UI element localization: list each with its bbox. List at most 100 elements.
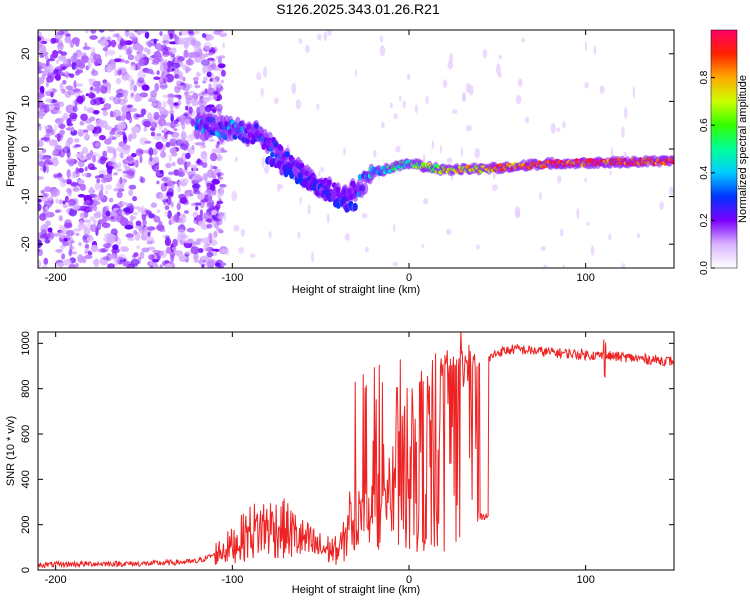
spectrogram-noise-cell bbox=[104, 125, 112, 131]
spectrogram-noise-cell bbox=[590, 245, 595, 257]
spectrogram-noise-cell bbox=[181, 214, 187, 224]
spectrogram-noise-cell bbox=[74, 138, 80, 143]
spectrogram-noise-cell bbox=[121, 210, 125, 216]
spectrogram-noise-cell bbox=[165, 162, 172, 169]
spectrogram-noise-cell bbox=[71, 37, 80, 45]
spectrogram-noise-cell bbox=[95, 142, 100, 148]
spectrogram-noise-cell bbox=[142, 219, 147, 226]
spectrogram-noise-cell bbox=[218, 55, 226, 59]
spectrogram-noise-cell bbox=[373, 149, 377, 158]
spectrogram-noise-cell bbox=[317, 33, 322, 41]
spectrogram-noise-cell bbox=[46, 164, 49, 174]
spectrogram-noise-cell bbox=[50, 37, 57, 44]
spectrogram-noise-cell bbox=[163, 201, 167, 206]
spectrogram-noise-cell bbox=[210, 64, 215, 68]
spectrogram-noise-cell bbox=[58, 230, 65, 239]
spectrogram-noise-cell bbox=[482, 49, 488, 59]
spectrogram-noise-cell bbox=[440, 144, 443, 154]
spectrogram-noise-cell bbox=[84, 166, 88, 172]
spectrogram-noise-cell bbox=[216, 200, 224, 205]
spectrogram-noise-cell bbox=[43, 257, 48, 265]
spectrogram-noise-cell bbox=[393, 223, 396, 233]
spectrogram-noise-cell bbox=[121, 149, 127, 153]
spectrogram-noise-cell bbox=[116, 191, 123, 199]
spectrogram-noise-cell bbox=[74, 64, 81, 70]
spectrogram-noise-cell bbox=[169, 33, 174, 40]
y-tick-label: 0 bbox=[20, 146, 32, 152]
spectrogram-noise-cell bbox=[207, 233, 217, 241]
colorbar-tick-label: 0.6 bbox=[699, 118, 710, 132]
spectrogram-noise-cell bbox=[54, 144, 62, 152]
spectrogram-noise-cell bbox=[204, 52, 209, 58]
y-tick-label: 800 bbox=[20, 379, 32, 397]
spectrogram-noise-cell bbox=[96, 178, 100, 184]
spectrogram-noise-cell bbox=[143, 120, 152, 128]
spectrogram-noise-cell bbox=[62, 146, 71, 154]
spectrogram-noise-cell bbox=[57, 133, 61, 142]
spectrogram-noise-cell bbox=[138, 59, 145, 64]
spectrogram-noise-cell bbox=[100, 85, 105, 93]
x-tick-label: -100 bbox=[221, 272, 243, 284]
spectrogram-noise-cell bbox=[170, 201, 174, 208]
spectrogram-noise-cell bbox=[194, 142, 204, 146]
spectrogram-noise-cell bbox=[344, 233, 351, 241]
spectrogram-noise-cell bbox=[165, 141, 171, 148]
spectrogram-noise-cell bbox=[196, 158, 201, 164]
spectrogram-noise-cell bbox=[66, 118, 72, 126]
spectrogram-noise-cell bbox=[47, 58, 56, 62]
spectrogram-noise-cell bbox=[216, 67, 224, 72]
spectrogram-noise-cell bbox=[70, 240, 75, 244]
spectrogram-noise-cell bbox=[198, 93, 202, 97]
spectrogram-noise-cell bbox=[117, 162, 122, 168]
spectrogram-noise-cell bbox=[114, 69, 118, 77]
spectrogram-noise-cell bbox=[491, 184, 498, 191]
spectrogram-noise-cell bbox=[45, 98, 53, 103]
spectrogram-noise-cell bbox=[209, 152, 218, 162]
spectrogram-noise-cell bbox=[193, 80, 199, 85]
spectrogram-noise-cell bbox=[76, 53, 82, 60]
spectrogram-noise-cell bbox=[139, 251, 145, 260]
spectrogram-noise-cell bbox=[106, 65, 113, 73]
spectrogram-noise-cell bbox=[225, 247, 230, 256]
spectrogram-noise-cell bbox=[215, 147, 223, 154]
spectrogram-noise-cell bbox=[326, 213, 330, 224]
spectrogram-noise-cell bbox=[113, 151, 117, 159]
spectrogram-noise-cell bbox=[87, 59, 91, 69]
spectrogram-noise-cell bbox=[559, 229, 564, 237]
spectrogram-noise-cell bbox=[119, 176, 123, 185]
spectrogram-noise-cell bbox=[51, 158, 59, 167]
spectrogram-noise-cell bbox=[39, 62, 46, 67]
spectrogram-noise-cell bbox=[105, 210, 111, 217]
spectrogram-noise-cell bbox=[217, 57, 222, 65]
spectrogram-noise-cell bbox=[108, 135, 113, 139]
spectrogram-noise-cell bbox=[87, 251, 93, 256]
spectrogram-noise-cell bbox=[167, 60, 171, 69]
spectrogram-noise-cell bbox=[62, 70, 69, 75]
spectrogram-noise-cell bbox=[94, 182, 101, 191]
spectrogram-noise-cell bbox=[159, 170, 164, 174]
spectrogram-noise-cell bbox=[38, 260, 42, 268]
spectrogram-noise-cell bbox=[83, 206, 92, 213]
spectrogram-noise-cell bbox=[217, 192, 222, 200]
spectrogram-noise-cell bbox=[100, 39, 109, 47]
spectrogram-noise-cell bbox=[399, 95, 402, 102]
spectrogram-noise-cell bbox=[38, 203, 42, 212]
spectrogram-noise-cell bbox=[122, 261, 129, 267]
spectrogram-noise-cell bbox=[176, 203, 181, 211]
spectrogram-noise-cell bbox=[42, 165, 47, 174]
spectrogram-noise-cell bbox=[55, 59, 60, 64]
spectrogram-noise-cell bbox=[89, 150, 94, 156]
spectrogram-noise-cell bbox=[171, 161, 176, 167]
y-tick-label: 200 bbox=[20, 515, 32, 533]
spectrogram-noise-cell bbox=[147, 40, 153, 48]
spectrogram-noise-cell bbox=[425, 95, 429, 105]
spectrogram-noise-cell bbox=[584, 177, 588, 183]
spectrogram-noise-cell bbox=[447, 60, 454, 70]
spectrogram-noise-cell bbox=[191, 145, 195, 150]
spectrogram-noise-cell bbox=[106, 166, 113, 175]
y-tick-label: -10 bbox=[20, 189, 32, 205]
spectrogram-noise-cell bbox=[77, 223, 87, 230]
spectrogram-noise-cell bbox=[38, 44, 47, 54]
spectrogram-noise-cell bbox=[133, 84, 138, 92]
spectrogram-noise-cell bbox=[109, 130, 116, 136]
